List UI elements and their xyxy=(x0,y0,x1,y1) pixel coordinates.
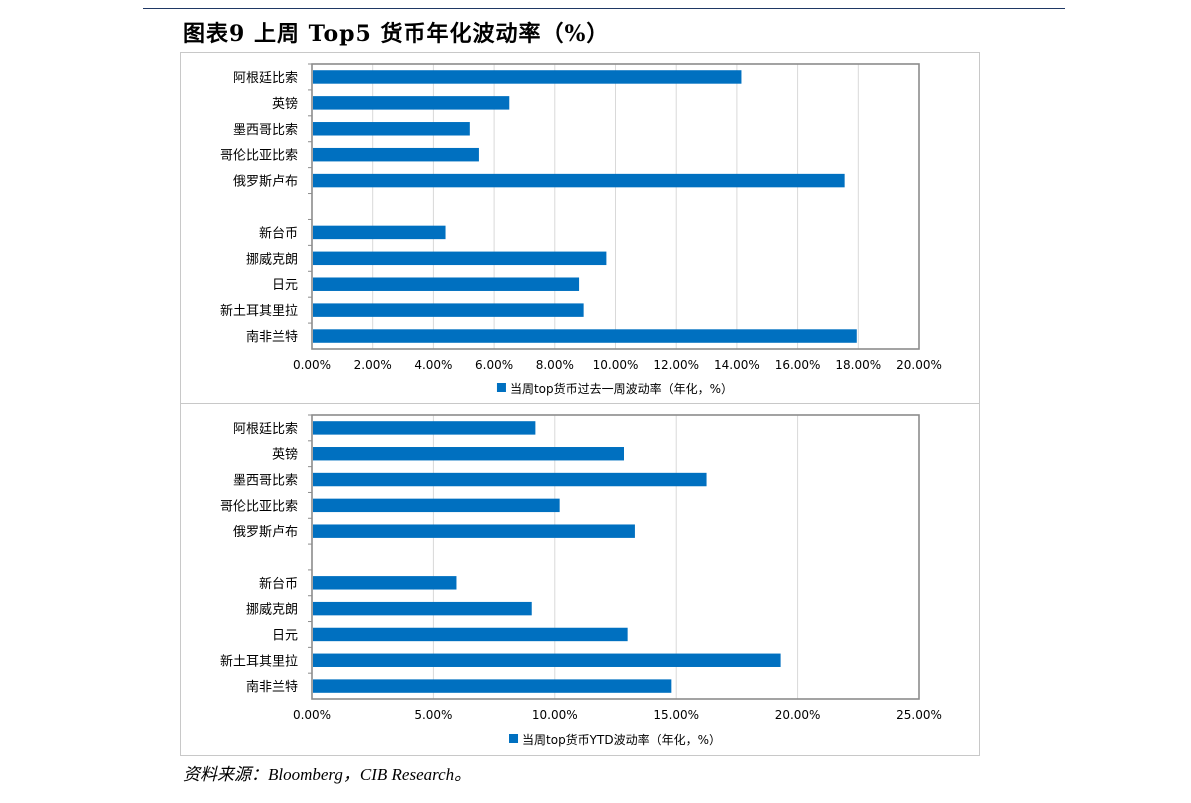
x-tick-label: 10.00% xyxy=(593,358,639,372)
legend: 当周top货币YTD波动率（年化，%） xyxy=(509,732,721,747)
legend: 当周top货币过去一周波动率（年化，%） xyxy=(496,381,733,396)
bar-4 xyxy=(313,147,479,162)
category-label: 挪威克朗 xyxy=(246,603,298,618)
legend-label: 当周top货币YTD波动率（年化，%） xyxy=(522,732,721,747)
source-note: 资料来源：Bloomberg，CIB Research。 xyxy=(183,765,472,784)
x-tick-label: 12.00% xyxy=(653,358,699,372)
x-tick-label: 20.00% xyxy=(775,708,821,722)
ytd-volatility-chart: 阿根廷比索英镑墨西哥比索哥伦比亚比索俄罗斯卢布新台币挪威克朗日元新土耳其里拉南非… xyxy=(220,414,942,747)
category-label: 新土耳其里拉 xyxy=(220,653,298,669)
bar-10 xyxy=(313,303,584,317)
bar-1 xyxy=(313,70,742,84)
category-label: 俄罗斯卢布 xyxy=(233,174,298,190)
category-label: 新台币 xyxy=(259,225,298,241)
plot-area-border xyxy=(311,63,920,350)
x-tick-label: 25.00% xyxy=(896,708,942,722)
x-tick-label: 14.00% xyxy=(714,358,760,372)
figure-title: 图表9 上周 Top5 货币年化波动率（%） xyxy=(183,21,610,47)
bar-9 xyxy=(313,627,628,642)
category-label: 新台币 xyxy=(259,576,298,592)
x-tick-label: 15.00% xyxy=(653,708,699,722)
category-label: 日元 xyxy=(272,278,298,293)
bar-5 xyxy=(313,173,845,188)
bar-2 xyxy=(313,96,510,110)
x-tick-label: 10.00% xyxy=(532,708,578,722)
x-tick-label: 4.00% xyxy=(414,358,452,372)
bar-8 xyxy=(313,251,607,266)
chart-panel-ytd-volatility: 阿根廷比索英镑墨西哥比索哥伦比亚比索俄罗斯卢布新台币挪威克朗日元新土耳其里拉南非… xyxy=(180,403,980,756)
chart-panel-weekly-volatility: 阿根廷比索英镑墨西哥比索哥伦比亚比索俄罗斯卢布新台币挪威克朗日元新土耳其里拉南非… xyxy=(180,52,980,404)
top-rule xyxy=(143,8,1065,9)
x-tick-label: 16.00% xyxy=(775,358,821,372)
category-label: 英镑 xyxy=(272,447,298,463)
category-label: 哥伦比亚比索 xyxy=(220,149,298,164)
category-label: 挪威克朗 xyxy=(246,252,298,267)
bar-3 xyxy=(313,472,707,487)
bar-11 xyxy=(313,329,857,343)
legend-swatch xyxy=(509,734,519,743)
x-tick-label: 6.00% xyxy=(475,358,513,372)
category-label: 阿根廷比索 xyxy=(233,422,298,437)
category-label: 南非兰特 xyxy=(246,329,298,345)
category-label: 英镑 xyxy=(272,96,298,112)
x-tick-label: 5.00% xyxy=(414,708,452,722)
bar-10 xyxy=(313,653,781,667)
category-label: 阿根廷比索 xyxy=(233,71,298,86)
bar-7 xyxy=(313,225,446,240)
category-label: 日元 xyxy=(272,628,298,643)
bar-2 xyxy=(313,447,624,461)
legend-swatch xyxy=(496,383,506,392)
bar-7 xyxy=(313,576,457,590)
category-label: 墨西哥比索 xyxy=(233,123,298,138)
x-tick-label: 18.00% xyxy=(835,358,881,372)
weekly-volatility-chart: 阿根廷比索英镑墨西哥比索哥伦比亚比索俄罗斯卢布新台币挪威克朗日元新土耳其里拉南非… xyxy=(220,63,942,396)
bar-3 xyxy=(313,122,470,136)
x-tick-label: 2.00% xyxy=(354,358,392,372)
category-label: 俄罗斯卢布 xyxy=(233,524,298,540)
x-tick-label: 0.00% xyxy=(293,708,331,722)
x-tick-label: 20.00% xyxy=(896,358,942,372)
category-label: 哥伦比亚比索 xyxy=(220,499,298,514)
plot-area-border xyxy=(311,414,920,700)
bar-4 xyxy=(313,498,560,513)
x-tick-label: 0.00% xyxy=(293,358,331,372)
category-label: 墨西哥比索 xyxy=(233,474,298,489)
bar-1 xyxy=(313,421,536,435)
bar-8 xyxy=(313,601,532,616)
legend-label: 当周top货币过去一周波动率（年化，%） xyxy=(510,381,733,396)
bar-5 xyxy=(313,524,635,538)
category-label: 南非兰特 xyxy=(246,679,298,695)
bar-9 xyxy=(313,277,580,291)
category-label: 新土耳其里拉 xyxy=(220,303,298,319)
bar-11 xyxy=(313,679,672,693)
x-tick-label: 8.00% xyxy=(536,358,574,372)
